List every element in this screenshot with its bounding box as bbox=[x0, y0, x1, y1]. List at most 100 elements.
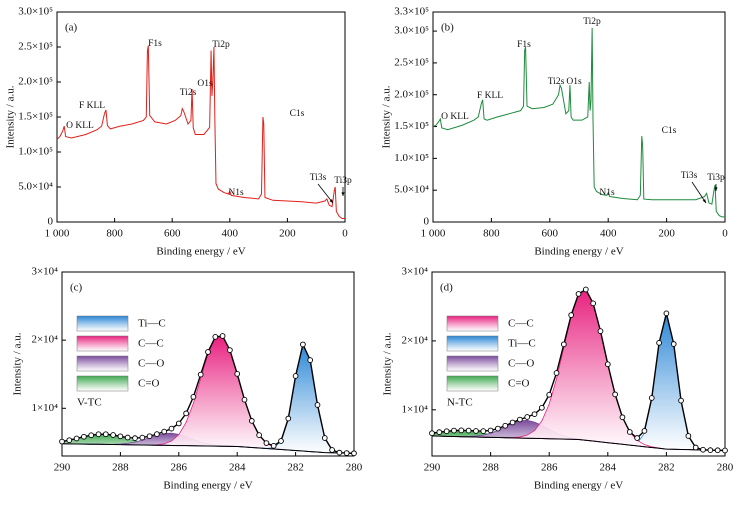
x-tick-label: 1 000 bbox=[421, 228, 446, 240]
peak-annotation: N1s bbox=[228, 188, 244, 198]
data-point bbox=[175, 420, 182, 427]
data-point bbox=[241, 396, 248, 403]
legend-swatch bbox=[446, 335, 499, 352]
background-line bbox=[431, 435, 726, 451]
legend-swatch bbox=[76, 355, 129, 372]
y-tick-label: 2×10⁴ bbox=[401, 334, 428, 346]
y-axis-label: Intensity / a.u. bbox=[381, 85, 393, 148]
data-point bbox=[81, 433, 87, 440]
peak-annotation: Ti3s bbox=[681, 171, 698, 181]
data-point bbox=[139, 434, 146, 441]
data-point bbox=[524, 414, 531, 420]
data-point bbox=[343, 450, 350, 456]
y-tick-label: 2×10⁴ bbox=[31, 334, 58, 346]
legend-swatch bbox=[446, 315, 499, 332]
peak-annotation: O1s bbox=[197, 79, 213, 89]
data-point bbox=[329, 447, 335, 453]
plot-frame bbox=[432, 11, 726, 223]
panel-label: (a) bbox=[65, 22, 78, 34]
x-tick-label: 0 bbox=[722, 228, 728, 240]
y-tick-label: 3.0×10⁵ bbox=[18, 6, 53, 18]
data-point bbox=[700, 446, 706, 453]
peak-annotation: O1s bbox=[566, 77, 582, 87]
data-point bbox=[582, 286, 589, 293]
y-tick-label: 2.5×10⁵ bbox=[394, 56, 429, 68]
annotation-arrow bbox=[317, 183, 334, 204]
y-tick-label: 2.0×10⁵ bbox=[394, 88, 429, 100]
x-tick-label: 282 bbox=[287, 462, 304, 474]
data-point bbox=[539, 404, 545, 411]
x-tick-label: 290 bbox=[54, 462, 71, 474]
data-point bbox=[480, 428, 487, 434]
data-point bbox=[707, 447, 714, 453]
data-point bbox=[205, 349, 211, 355]
peak-annotation: Ti3p bbox=[707, 173, 725, 183]
y-axis-label: Intensity / a.u. bbox=[12, 332, 24, 395]
x-tick-label: 1 000 bbox=[45, 228, 70, 240]
x-tick-label: 284 bbox=[229, 462, 246, 474]
data-point bbox=[117, 433, 124, 440]
peak-annotation: Ti3s bbox=[310, 173, 327, 183]
peak-annotation: Ti3p bbox=[334, 176, 352, 186]
x-tick-label: 286 bbox=[171, 462, 188, 474]
data-point bbox=[714, 447, 721, 454]
x-tick-label: 0 bbox=[342, 228, 348, 240]
data-point bbox=[626, 429, 633, 435]
data-point bbox=[300, 341, 306, 348]
y-tick-label: 2.0×10⁵ bbox=[18, 76, 53, 88]
plot-frame bbox=[431, 271, 726, 457]
legend-swatch bbox=[76, 335, 129, 352]
data-point bbox=[443, 428, 450, 435]
panel-label: (b) bbox=[441, 22, 454, 34]
arrow-head bbox=[329, 199, 333, 203]
x-axis-label: Binding energy / eV bbox=[534, 246, 623, 258]
y-tick-label: 1×10⁴ bbox=[31, 402, 58, 414]
data-point bbox=[436, 429, 443, 436]
data-point bbox=[183, 410, 189, 417]
data-point bbox=[307, 357, 314, 363]
data-point bbox=[132, 435, 138, 441]
x-tick-label: 600 bbox=[164, 228, 181, 240]
data-point bbox=[95, 431, 102, 438]
y-axis-label: Intensity / a.u. bbox=[382, 332, 394, 395]
x-tick-label: 284 bbox=[600, 462, 617, 474]
peak-annotation: N1s bbox=[599, 188, 615, 198]
y-tick-label: 0 bbox=[424, 216, 430, 228]
y-tick-label: 3×10⁴ bbox=[401, 266, 428, 278]
peak-annotation: C1s bbox=[290, 109, 305, 119]
annotation-arrow bbox=[691, 181, 707, 204]
background-line bbox=[61, 443, 355, 454]
data-point bbox=[670, 341, 677, 347]
data-point bbox=[154, 431, 160, 437]
data-point bbox=[568, 312, 575, 318]
data-point bbox=[227, 347, 233, 353]
peak-annotation: O KLL bbox=[66, 121, 94, 131]
data-point bbox=[66, 437, 73, 444]
data-point bbox=[256, 432, 262, 438]
legend-swatch bbox=[76, 375, 129, 392]
data-point bbox=[517, 416, 523, 423]
x-tick-label: 290 bbox=[424, 462, 441, 474]
data-point bbox=[634, 435, 640, 441]
data-point bbox=[110, 432, 116, 438]
data-point bbox=[278, 438, 284, 444]
data-point bbox=[495, 425, 501, 432]
x-tick-label: 288 bbox=[482, 462, 499, 474]
data-point bbox=[314, 402, 321, 408]
data-point bbox=[161, 428, 168, 435]
data-point bbox=[263, 440, 270, 446]
data-point bbox=[590, 300, 597, 307]
data-point bbox=[663, 310, 670, 317]
x-tick-label: 800 bbox=[106, 228, 123, 240]
x-tick-label: 286 bbox=[541, 462, 558, 474]
peak-annotation: F KLL bbox=[477, 91, 503, 101]
x-tick-label: 600 bbox=[542, 228, 559, 240]
data-point bbox=[336, 449, 343, 456]
arrow-head bbox=[341, 192, 345, 196]
data-point bbox=[531, 411, 538, 418]
data-point bbox=[546, 391, 553, 398]
peak-annotation: C1s bbox=[662, 126, 677, 136]
data-point bbox=[270, 442, 277, 449]
data-point bbox=[124, 434, 131, 441]
legend-swatch bbox=[446, 355, 499, 372]
